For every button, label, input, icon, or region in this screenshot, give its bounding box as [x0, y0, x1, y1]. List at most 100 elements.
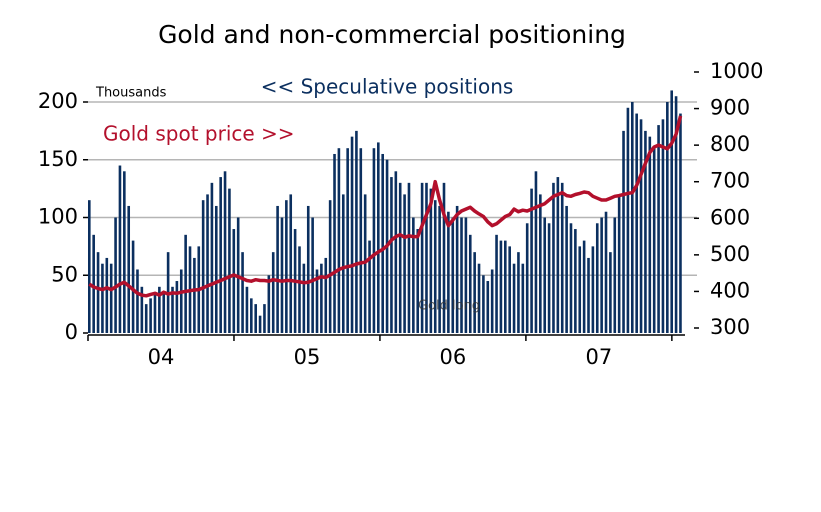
bar [455, 205, 459, 333]
bar [280, 217, 284, 333]
x-tick-label: 04 [148, 345, 175, 369]
bar [591, 246, 595, 333]
bar [635, 113, 638, 333]
bar [652, 148, 656, 333]
bar [473, 252, 476, 333]
bar [420, 182, 424, 333]
bar [127, 205, 131, 333]
bar [464, 217, 468, 333]
bar [613, 217, 617, 333]
y-tick-label: 150 [38, 147, 78, 171]
bar [407, 182, 411, 333]
bar [578, 246, 582, 333]
bar [101, 263, 104, 333]
bar [289, 194, 293, 333]
bar [162, 292, 166, 333]
bar [639, 119, 643, 333]
bar [140, 286, 144, 333]
x-tick-label: 05 [294, 345, 321, 369]
bar [433, 200, 437, 333]
bar-annotation: << Speculative positions [261, 75, 514, 99]
bar [429, 188, 433, 333]
bar [495, 234, 498, 333]
bar [442, 182, 446, 333]
bar [114, 217, 117, 333]
bar [311, 217, 314, 333]
bar [306, 205, 310, 333]
y-tick-label: 100 [38, 205, 78, 229]
bar [355, 130, 358, 333]
bar [482, 275, 485, 333]
bar [552, 182, 555, 333]
y2-tick-label: 900 [710, 96, 750, 120]
x-tick-label: 07 [586, 345, 613, 369]
bar [276, 205, 279, 333]
bar [416, 229, 420, 333]
bar [245, 286, 249, 333]
bar [394, 171, 398, 333]
x-tick-label: 06 [440, 345, 467, 369]
bar [657, 125, 660, 333]
bar [285, 200, 288, 333]
y2-tick-label: 600 [710, 205, 750, 229]
bar [451, 217, 455, 333]
bar [438, 205, 441, 333]
bar [214, 205, 218, 333]
bar [228, 188, 231, 333]
bar [377, 142, 380, 333]
y2-tick-label: 500 [710, 242, 750, 266]
bar [158, 286, 161, 333]
bar [398, 182, 402, 333]
bar [96, 252, 100, 333]
bar [490, 269, 494, 333]
bar [206, 194, 209, 333]
bar [254, 304, 258, 333]
bar [368, 240, 371, 333]
bar [447, 211, 450, 333]
y2-tick-label: 800 [710, 132, 750, 156]
bar [539, 194, 542, 333]
bar [324, 257, 328, 333]
chart-title: Gold and non-commercial positioning [158, 20, 626, 49]
bar [271, 252, 275, 333]
bar [328, 200, 332, 333]
bar [556, 177, 560, 333]
bar [241, 252, 244, 333]
bar [105, 257, 109, 333]
bar [381, 153, 384, 333]
bar [412, 217, 415, 333]
bar [153, 292, 157, 333]
bar [622, 130, 625, 333]
bar [337, 148, 341, 333]
bar [617, 194, 621, 333]
line-annotation: Gold spot price >> [103, 122, 295, 146]
bar [565, 205, 568, 333]
bar [595, 223, 599, 333]
bar [666, 102, 669, 333]
bar [350, 136, 354, 333]
bar [560, 182, 564, 333]
bar [341, 194, 345, 333]
bar [302, 263, 306, 333]
bar [587, 257, 590, 333]
bar [333, 153, 336, 333]
bar [582, 240, 586, 333]
bar [118, 165, 122, 333]
bar [512, 263, 516, 333]
bar [390, 177, 393, 333]
bar [679, 113, 682, 333]
bar [179, 269, 183, 333]
bar [504, 240, 507, 333]
bar [477, 263, 481, 333]
bar [674, 96, 678, 333]
bar [525, 223, 529, 333]
bar [88, 200, 91, 333]
bar [468, 234, 472, 333]
bar [109, 263, 113, 333]
bar [574, 229, 577, 333]
unit-label: Thousands [95, 86, 167, 101]
bar [346, 148, 349, 333]
series-label: Gold long [418, 299, 480, 314]
bar [131, 240, 135, 333]
bar [604, 211, 608, 333]
